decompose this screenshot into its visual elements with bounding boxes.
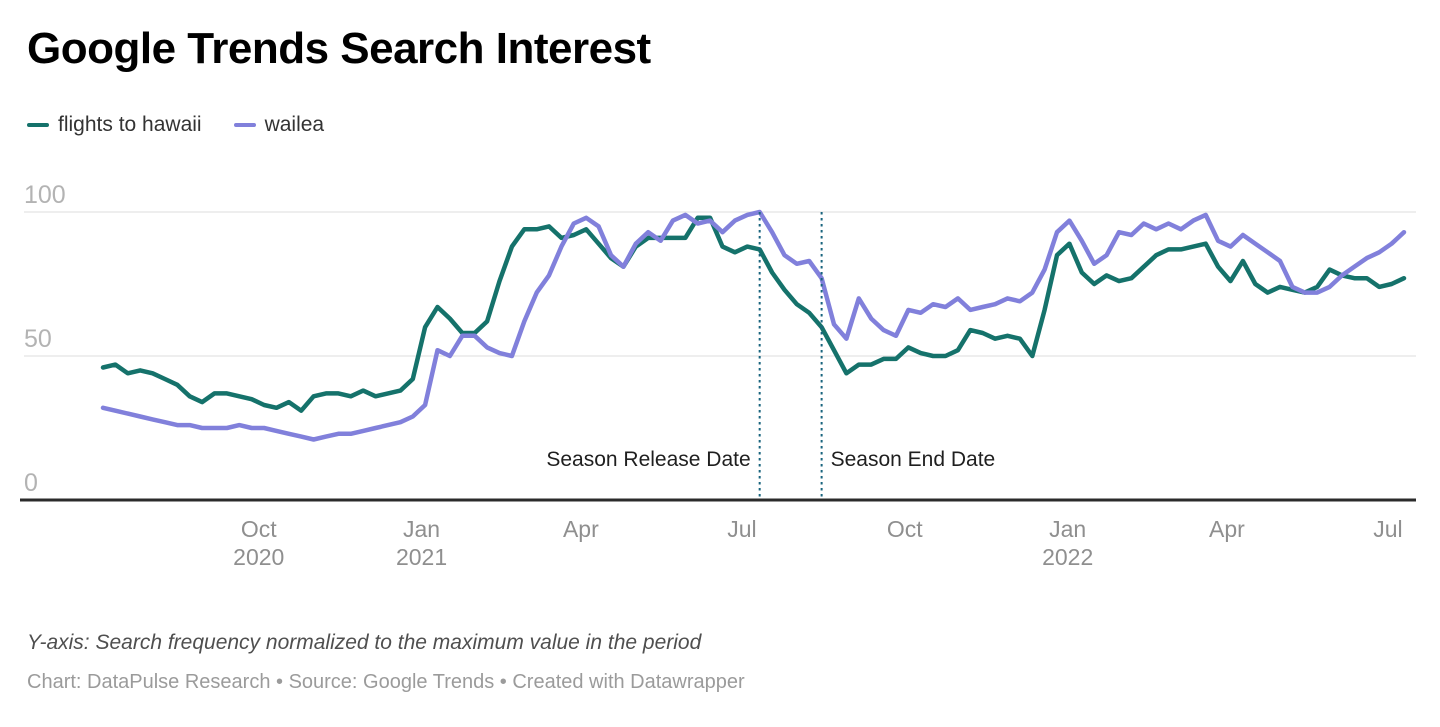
x-tick-label: Jul (1373, 516, 1402, 542)
legend-swatch-icon (27, 123, 49, 127)
x-tick-year: 2021 (396, 544, 447, 570)
y-tick-label: 100 (24, 181, 66, 209)
x-tick-label: Oct (887, 516, 923, 542)
legend-item-wailea: wailea (233, 113, 325, 137)
x-tick-label: Apr (1209, 516, 1245, 542)
chart-title: Google Trends Search Interest (27, 24, 651, 73)
x-tick-label: Oct (241, 516, 277, 542)
x-tick-label: Jul (727, 516, 756, 542)
chart-byline: Chart: DataPulse Research • Source: Goog… (27, 671, 745, 693)
legend-item-flights-to-hawaii: flights to hawaii (27, 113, 202, 137)
y-tick-label: 0 (24, 469, 38, 497)
legend-item-label: wailea (264, 113, 325, 136)
x-tick-label: Jan (403, 516, 440, 542)
x-tick-label: Jan (1049, 516, 1086, 542)
series-line-wailea (100, 209, 1407, 442)
annotation-label: Season Release Date (546, 448, 750, 471)
x-tick-label: Apr (563, 516, 599, 542)
x-tick-year: 2022 (1042, 544, 1093, 570)
series-line-flights-to-hawaii (100, 215, 1407, 413)
y-axis-note: Y-axis: Search frequency normalized to t… (27, 631, 702, 654)
legend: flights to hawaii wailea (27, 113, 324, 137)
annotation-label: Season End Date (831, 448, 996, 471)
legend-swatch-icon (233, 123, 256, 127)
legend-item-label: flights to hawaii (58, 113, 202, 136)
x-tick-year: 2020 (233, 544, 284, 570)
y-tick-label: 50 (24, 325, 52, 353)
